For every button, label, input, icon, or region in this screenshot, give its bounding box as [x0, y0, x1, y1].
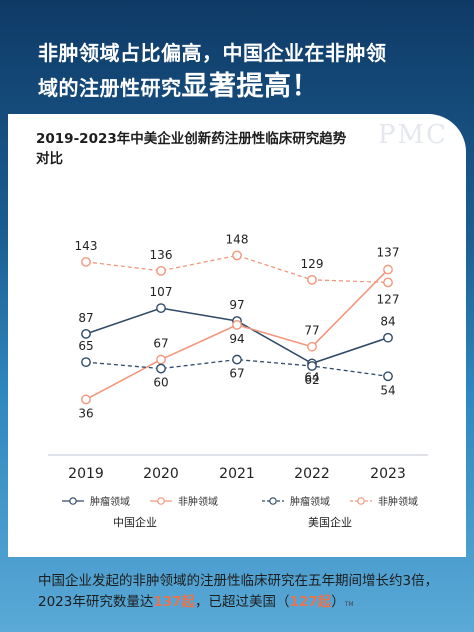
data-point — [383, 264, 393, 275]
data-point — [81, 328, 91, 339]
data-point — [232, 250, 242, 261]
legend-label: 肿瘤领域 — [90, 495, 130, 508]
headline: 非肿领域占比偏高，中国企业在非肿领 域的注册性研究显著提高！ — [38, 36, 448, 105]
legend-swatch-marker — [269, 497, 277, 505]
x-tick-label: 2022 — [294, 466, 330, 482]
data-label: 67 — [229, 367, 244, 381]
series-line — [85, 358, 389, 377]
data-point — [81, 256, 91, 267]
data-label: 127 — [377, 292, 400, 306]
data-point — [307, 341, 317, 352]
data-label: 148 — [226, 232, 249, 246]
legend-label: 肿瘤领域 — [290, 495, 330, 508]
data-point — [156, 265, 166, 276]
x-tick-label: 2023 — [370, 466, 406, 482]
headline-line1: 非肿领域占比偏高，中国企业在非肿领 — [38, 41, 387, 65]
data-label: 54 — [380, 383, 395, 397]
data-point — [156, 303, 166, 314]
data-label: 97 — [229, 298, 244, 312]
legend-swatch-marker — [157, 497, 165, 505]
data-label: 94 — [229, 332, 244, 346]
x-tick-label: 2019 — [68, 466, 104, 482]
caption-china-value: 137起 — [153, 594, 196, 610]
data-label: 136 — [150, 248, 173, 262]
legend-group-label: 美国企业 — [308, 515, 352, 529]
data-label: 36 — [78, 406, 93, 420]
data-point — [383, 277, 393, 288]
data-point — [156, 363, 166, 374]
data-point — [81, 394, 91, 405]
data-point — [307, 361, 317, 371]
data-label: 62 — [304, 373, 319, 387]
legend-label: 非肿领域 — [378, 495, 418, 508]
pmc-watermark: PMC — [377, 120, 448, 150]
caption-us-value: 127起 — [289, 594, 332, 610]
data-label: 129 — [301, 257, 324, 271]
data-label: 60 — [153, 376, 168, 390]
headline-emphasis: 显著提高！ — [181, 71, 319, 102]
data-point — [383, 332, 393, 343]
data-label: 84 — [380, 315, 395, 329]
legend-swatch-marker — [357, 497, 365, 505]
data-point — [156, 354, 166, 365]
data-point — [383, 371, 393, 382]
data-label: 67 — [153, 337, 168, 351]
data-point — [232, 319, 242, 330]
data-point — [232, 354, 242, 365]
data-label: 107 — [150, 285, 173, 299]
legend-label: 非肿领域 — [178, 495, 218, 508]
caption-part1: 中国企业发起的非肿领域的注册性临床研究在五年期间增长约3倍，2023年研究数量达 — [38, 573, 439, 610]
data-label: 77 — [304, 324, 319, 338]
trademark-mark: TM — [344, 601, 354, 608]
series-line — [85, 254, 389, 284]
headline-line2: 域的注册性研究显著提高！ — [38, 70, 448, 105]
x-tick-label: 2021 — [219, 466, 255, 482]
data-point — [81, 357, 91, 368]
data-label: 137 — [377, 246, 400, 260]
legend-swatch-marker — [69, 497, 77, 505]
caption-part2: ，已超过美国（ — [195, 594, 290, 610]
chart-title: 2019-2023年中美企业创新药注册性临床研究趋势对比 — [36, 131, 347, 167]
data-label: 87 — [78, 311, 93, 325]
data-label: 143 — [75, 239, 98, 253]
data-point — [307, 274, 317, 285]
caption: 中国企业发起的非肿领域的注册性临床研究在五年期间增长约3倍，2023年研究数量达… — [38, 571, 448, 615]
caption-part3: ） — [331, 594, 345, 610]
data-label: 64 — [304, 370, 319, 384]
headline-line2-prefix: 域的注册性研究 — [38, 76, 182, 100]
legend-group-label: 中国企业 — [113, 515, 157, 529]
data-label: 65 — [78, 339, 93, 353]
x-tick-label: 2020 — [143, 466, 179, 482]
